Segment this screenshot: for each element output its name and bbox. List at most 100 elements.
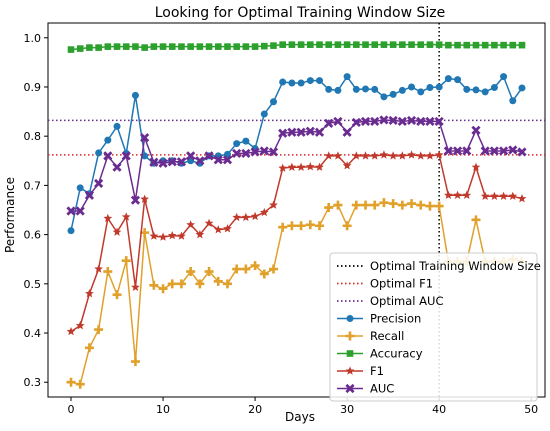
auc-point [103,151,113,161]
recall-point [167,279,177,289]
accuracy-point [141,44,148,51]
auc-point [489,146,499,156]
f1-point [94,264,103,273]
auc-point [517,147,527,157]
recall-point [315,221,325,231]
accuracy-point [205,43,213,50]
accuracy-point [288,41,296,48]
auc-point [462,146,472,156]
recall-point [204,267,214,277]
auc-point [342,127,352,137]
x-tick-label: 40 [432,403,446,416]
auc-point [305,126,315,136]
x-tick-label: 30 [340,403,354,416]
auc-point [333,116,343,127]
auc-point [388,115,398,126]
legend-label: Precision [370,312,421,326]
y-tick-label: 0.9 [24,81,42,94]
f1-point [250,211,260,221]
precision-point [389,90,397,98]
f1-point [149,231,159,240]
f1-point [388,151,398,160]
accuracy-point [371,41,379,48]
chart-title: Looking for Optimal Training Window Size [155,5,446,21]
recall-point [471,215,481,225]
recall-point [361,200,371,210]
f1-point [361,151,370,160]
auc-point [149,157,159,167]
recall-point [232,264,242,274]
auc-point [259,146,269,156]
accuracy-point [491,41,498,49]
recall-point [259,269,269,279]
auc-point [471,125,481,135]
f1-point [443,190,453,199]
auc-point [480,146,490,156]
y-tick-label: 0.6 [24,229,42,242]
accuracy-point [454,41,461,49]
f1-point [397,151,407,160]
auc-point [443,146,453,156]
auc-line [71,119,523,212]
f1-line [70,154,523,333]
f1-point [453,190,462,199]
recall-point [84,343,94,353]
precision-point [509,97,517,105]
auc-point [204,151,214,161]
recall-point [397,200,407,210]
accuracy-point [307,41,314,48]
legend-item-optimal-auc: Optimal AUC [337,294,443,308]
f1-point [305,162,315,171]
recall-point [268,264,278,274]
f1-point [351,151,361,160]
recall-point [287,221,297,231]
accuracy-point [325,41,333,48]
precision-point [481,88,489,96]
f1-point [85,289,94,298]
precision-point [104,136,112,144]
legend-label: F1 [370,364,384,378]
f1-point [112,227,122,236]
axis-ticks: 0 10 20 30 40 50 0.3 0.4 0.5 0.6 0.7 0.8 0.9 1.0 [24,32,539,416]
recall-point [66,377,76,387]
auc-point [75,206,85,216]
f1-point [379,150,389,159]
legend-item-optimal-f1: Optimal F1 [337,277,433,291]
recall-point [425,201,435,211]
f1-point [241,212,251,222]
auc-point [84,190,95,200]
auc-point [397,116,407,127]
accuracy-point [214,43,222,50]
accuracy-point [178,43,185,50]
accuracy-point [408,41,415,48]
recall-point [94,325,104,335]
accuracy-point [417,41,425,48]
legend-marker [346,315,354,322]
y-tick-label: 0.8 [24,130,42,143]
auc-point [498,146,509,156]
auc-point [508,145,518,155]
precision-point [260,110,268,118]
f1-point [490,191,499,200]
auc-point [232,148,242,158]
recall-point [241,264,251,274]
f1-point [186,220,196,229]
f1-point [480,191,490,200]
accuracy-point [95,44,102,51]
auc-point [370,116,380,127]
recall-point [388,199,398,209]
precision-point [343,73,351,81]
x-tick-label: 10 [156,403,170,416]
f1-point [333,151,343,160]
recall-point [250,261,260,271]
f1-point [416,151,426,160]
accuracy-point [251,43,259,50]
y-tick-label: 0.7 [24,179,42,192]
auc-point [121,151,131,161]
auc-point [278,128,288,138]
f1-point [259,207,269,217]
precision-point [233,140,241,148]
accuracy-point [343,41,351,48]
auc-point [241,148,251,158]
precision-point [463,85,471,93]
